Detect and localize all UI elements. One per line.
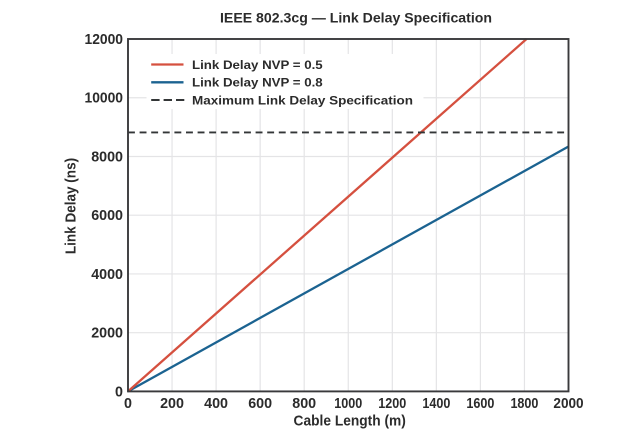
svg-text:IEEE 802.3cg — Link Delay Spec: IEEE 802.3cg — Link Delay Specification <box>220 11 492 26</box>
svg-text:800: 800 <box>292 396 316 412</box>
svg-text:Link Delay NVP = 0.5: Link Delay NVP = 0.5 <box>192 58 323 72</box>
svg-text:0: 0 <box>115 384 123 400</box>
svg-text:Maximum Link Delay Specificati: Maximum Link Delay Specification <box>192 93 413 107</box>
svg-text:1600: 1600 <box>466 396 494 412</box>
svg-text:1000: 1000 <box>334 396 362 412</box>
svg-text:1400: 1400 <box>422 396 450 412</box>
svg-text:0: 0 <box>124 396 132 412</box>
svg-text:10000: 10000 <box>85 91 124 107</box>
svg-text:8000: 8000 <box>91 150 123 166</box>
svg-text:6000: 6000 <box>91 208 123 224</box>
svg-text:2000: 2000 <box>553 396 583 412</box>
svg-text:12000: 12000 <box>85 32 124 48</box>
svg-text:200: 200 <box>160 396 184 412</box>
svg-text:Cable Length (m): Cable Length (m) <box>294 413 406 430</box>
svg-text:Link Delay (ns): Link Delay (ns) <box>62 158 79 254</box>
svg-text:1800: 1800 <box>510 396 538 412</box>
svg-text:1200: 1200 <box>378 396 406 412</box>
svg-text:4000: 4000 <box>91 267 123 283</box>
svg-text:400: 400 <box>204 396 228 412</box>
svg-text:2000: 2000 <box>91 326 123 342</box>
svg-text:600: 600 <box>248 396 272 412</box>
svg-text:Link Delay NVP = 0.8: Link Delay NVP = 0.8 <box>192 76 323 90</box>
